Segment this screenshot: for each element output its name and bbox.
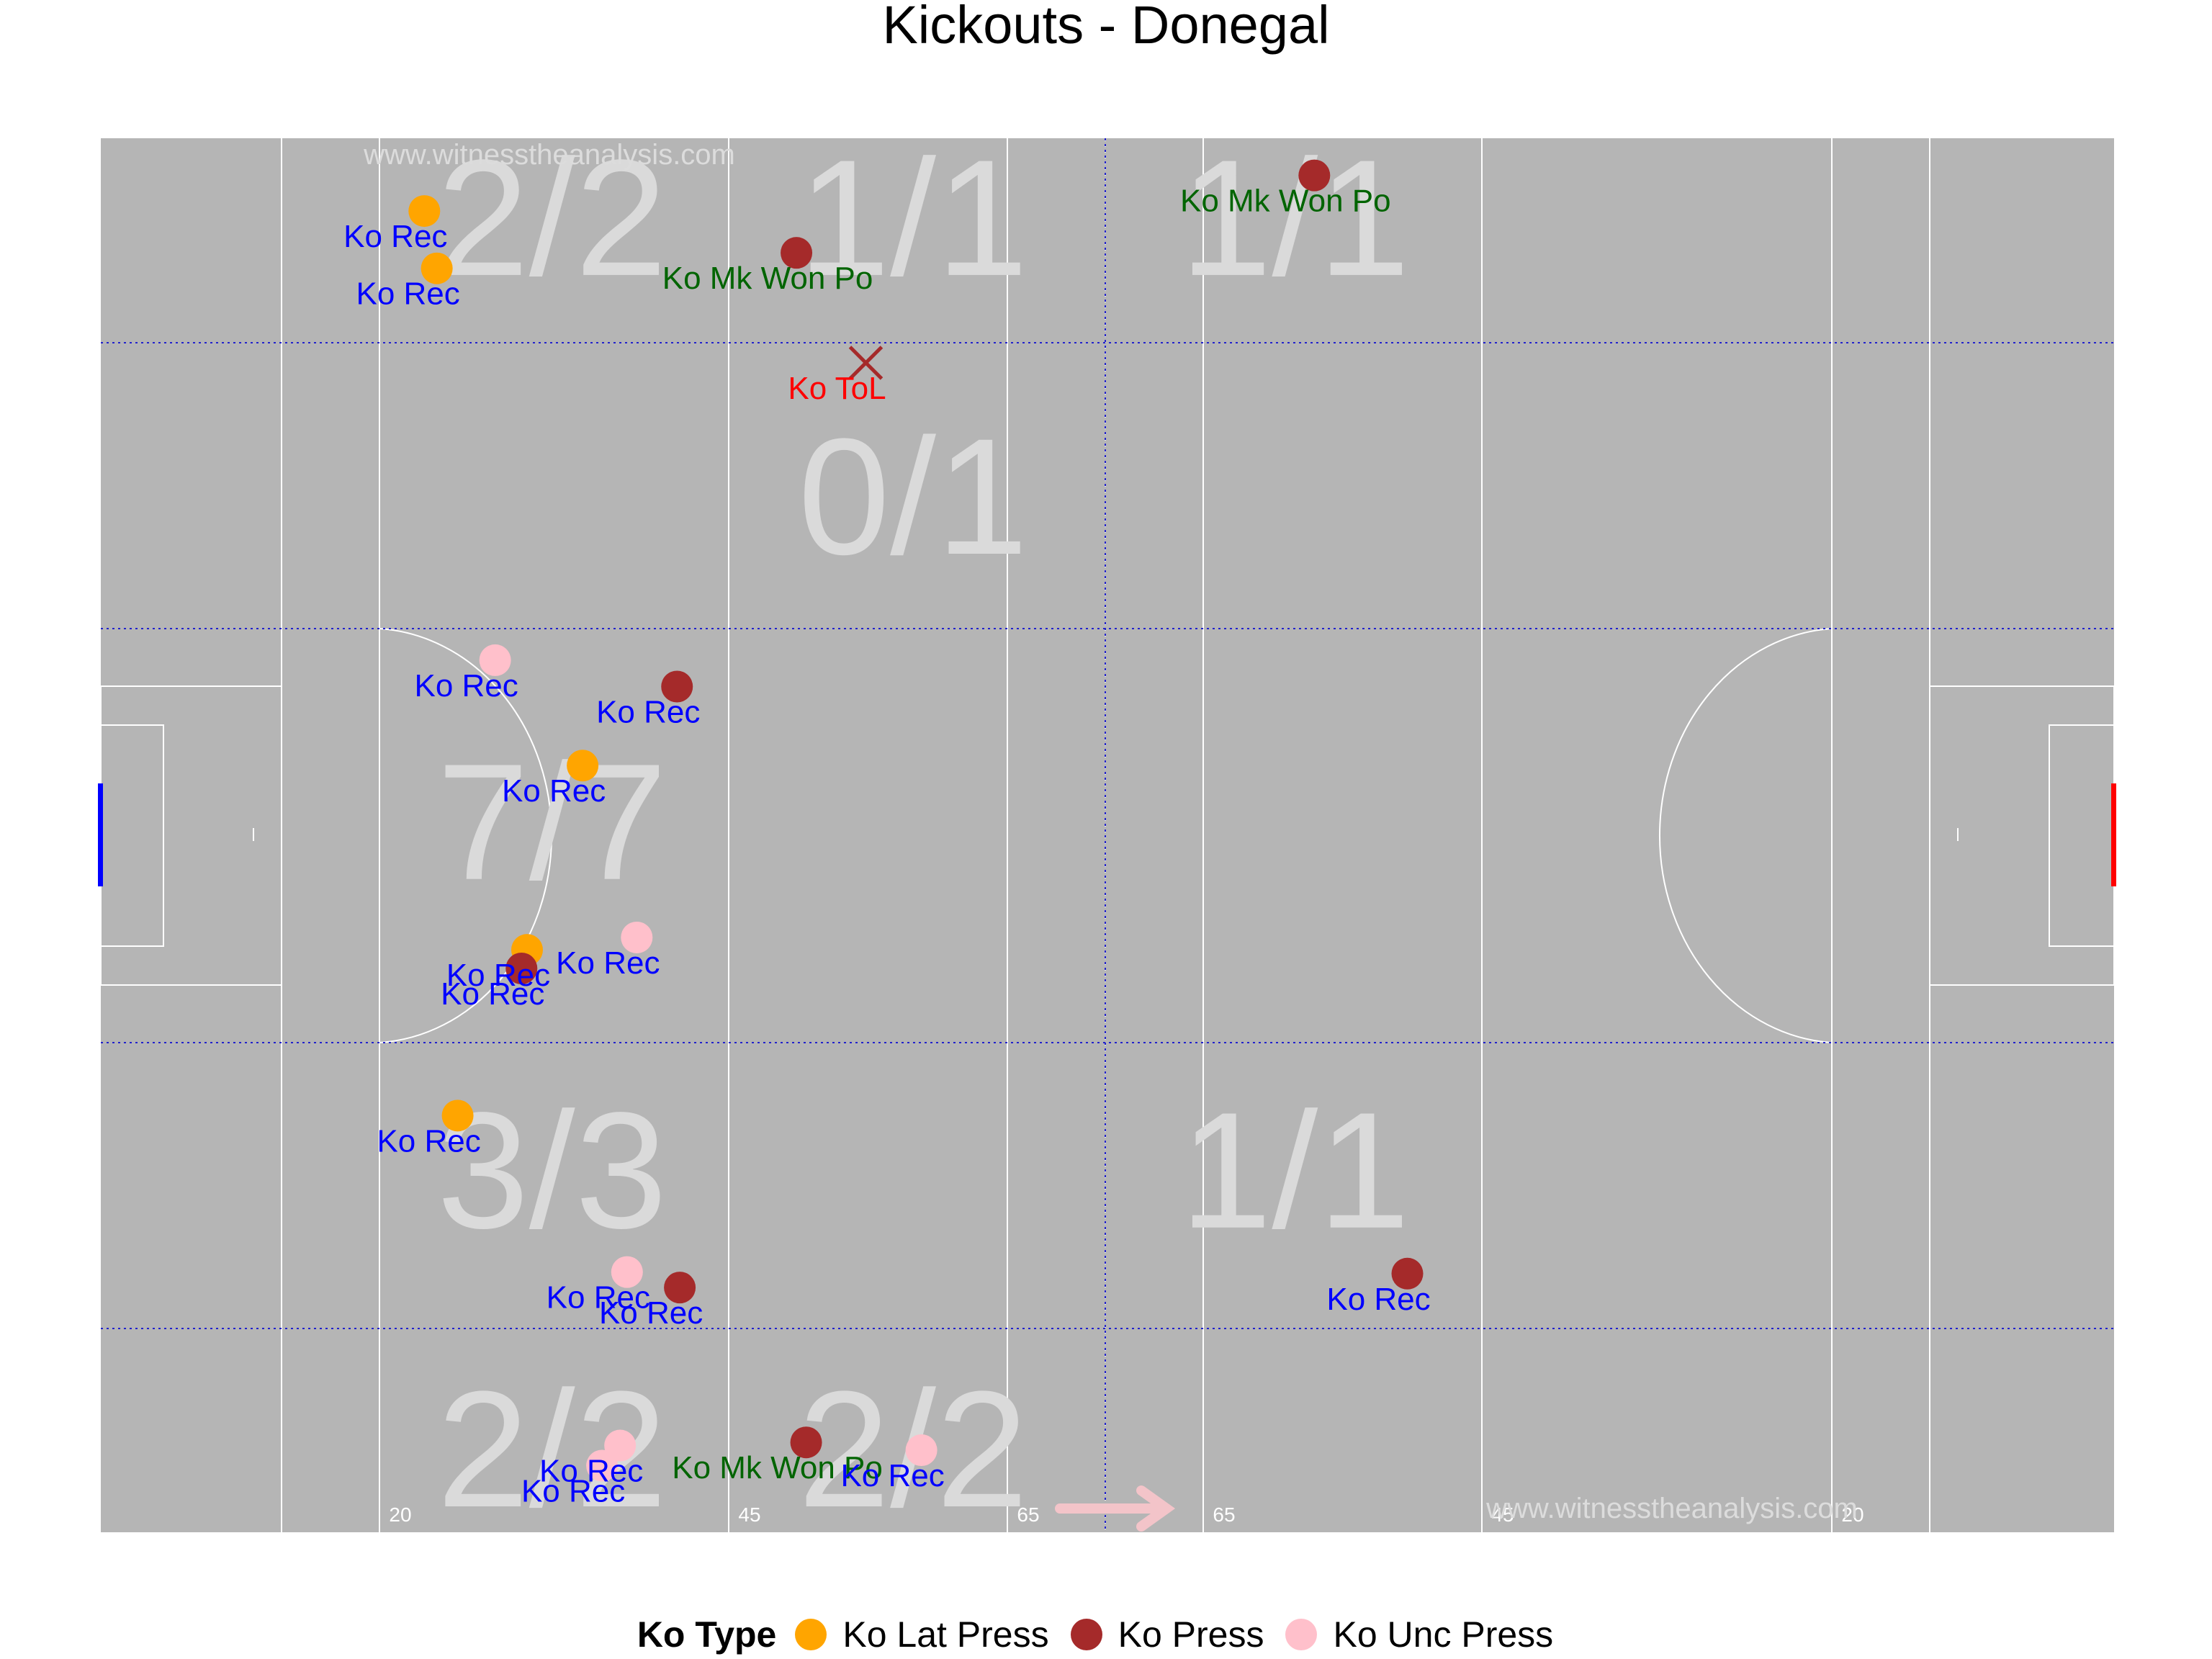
marking-20-left: 20 [389, 1503, 411, 1526]
point-label-5: Ko Rec [414, 668, 518, 703]
legend-label: Ko Press [1118, 1614, 1264, 1655]
point-label-17: Ko Mk Won Po [672, 1450, 883, 1485]
point-7 [567, 750, 599, 782]
marking-65-right: 65 [1213, 1503, 1235, 1526]
zone-count-3: 0/1 [798, 404, 1028, 589]
point-15 [604, 1429, 637, 1462]
goal-right [2111, 783, 2116, 886]
zone-count-5: 3/3 [437, 1078, 667, 1263]
point-17 [790, 1426, 822, 1459]
direction-arrow-head [1136, 1485, 1176, 1532]
goal-left [98, 783, 103, 886]
legend-swatch-unc-press [1285, 1619, 1318, 1650]
legend-item-press: Ko Press [1070, 1614, 1264, 1655]
legend-swatch-lat-press [795, 1619, 827, 1650]
marking-45-right: 45 [1491, 1503, 1514, 1526]
zone-count-2: 1/1 [1179, 125, 1410, 310]
point-13 [664, 1272, 696, 1304]
point-label-9: Ko Rec [446, 958, 550, 993]
arc-left [379, 628, 553, 1043]
zone-count-6: 1/1 [1179, 1078, 1410, 1263]
marking-45-left: 45 [738, 1503, 760, 1526]
point-11 [441, 1100, 474, 1132]
legend-item-lat-press: Ko Lat Press [795, 1614, 1049, 1655]
point-2 [781, 237, 813, 269]
points [408, 159, 1424, 1482]
legend-title: Ko Type [637, 1614, 777, 1655]
legend-item-unc-press: Ko Unc Press [1285, 1614, 1553, 1655]
watermark-bottom: www.witnesstheanalysis.com [1485, 1493, 1858, 1524]
point-label-3: Ko Mk Won Po [1180, 184, 1391, 219]
zone-count-1: 1/1 [798, 125, 1028, 310]
legend-label: Ko Lat Press [842, 1614, 1049, 1655]
point-6 [661, 670, 693, 703]
point-14 [1391, 1257, 1424, 1290]
zone-count-0: 2/2 [437, 125, 667, 310]
point-3 [1298, 159, 1331, 192]
point-label-13: Ko Rec [599, 1295, 703, 1331]
chart-title: Kickouts - Donegal [882, 0, 1330, 55]
zone-grid [101, 138, 2114, 1532]
point-label-12: Ko Rec [547, 1280, 650, 1316]
point-4-turnover-cross [848, 346, 884, 380]
legend: Ko Type Ko Lat Press Ko Press Ko Unc Pre… [0, 1610, 2212, 1659]
point-label-8: Ko Rec [556, 945, 660, 981]
point-5 [479, 644, 511, 676]
point-label-1: Ko Rec [356, 276, 459, 312]
point-label-10: Ko Rec [441, 976, 544, 1012]
point-10 [505, 952, 538, 984]
arc-right [1658, 628, 1833, 1043]
point-label-16: Ko Rec [521, 1474, 625, 1509]
zone-counts: 2/2 1/1 1/10/17/73/3 1/12/2 2/2 [437, 125, 1410, 1542]
point-label-6: Ko Rec [596, 694, 700, 729]
point-label-15: Ko Rec [539, 1454, 643, 1489]
point-0 [408, 195, 441, 228]
marking-20-right: 20 [1841, 1503, 1863, 1526]
point-label-4: Ko ToL [788, 371, 886, 406]
point-12 [611, 1256, 643, 1288]
point-1 [421, 252, 453, 284]
pitch-surface [101, 138, 2114, 1532]
point-label-18: Ko Rec [840, 1458, 944, 1493]
point-8 [621, 921, 653, 953]
zone-count-4: 7/7 [437, 729, 667, 914]
watermark-top: www.witnesstheanalysis.com [363, 139, 735, 171]
direction-arrow [1055, 1485, 1176, 1532]
point-18 [905, 1434, 938, 1466]
marking-65-left: 65 [1017, 1503, 1039, 1526]
point-label-14: Ko Rec [1326, 1282, 1430, 1317]
point-label-11: Ko Rec [377, 1123, 480, 1159]
point-label-7: Ko Rec [502, 773, 606, 809]
point-16 [586, 1449, 619, 1482]
point-label-0: Ko Rec [343, 219, 447, 254]
legend-swatch-press [1070, 1619, 1102, 1650]
legend-label: Ko Unc Press [1333, 1614, 1554, 1655]
point-label-2: Ko Mk Won Po [662, 261, 873, 296]
